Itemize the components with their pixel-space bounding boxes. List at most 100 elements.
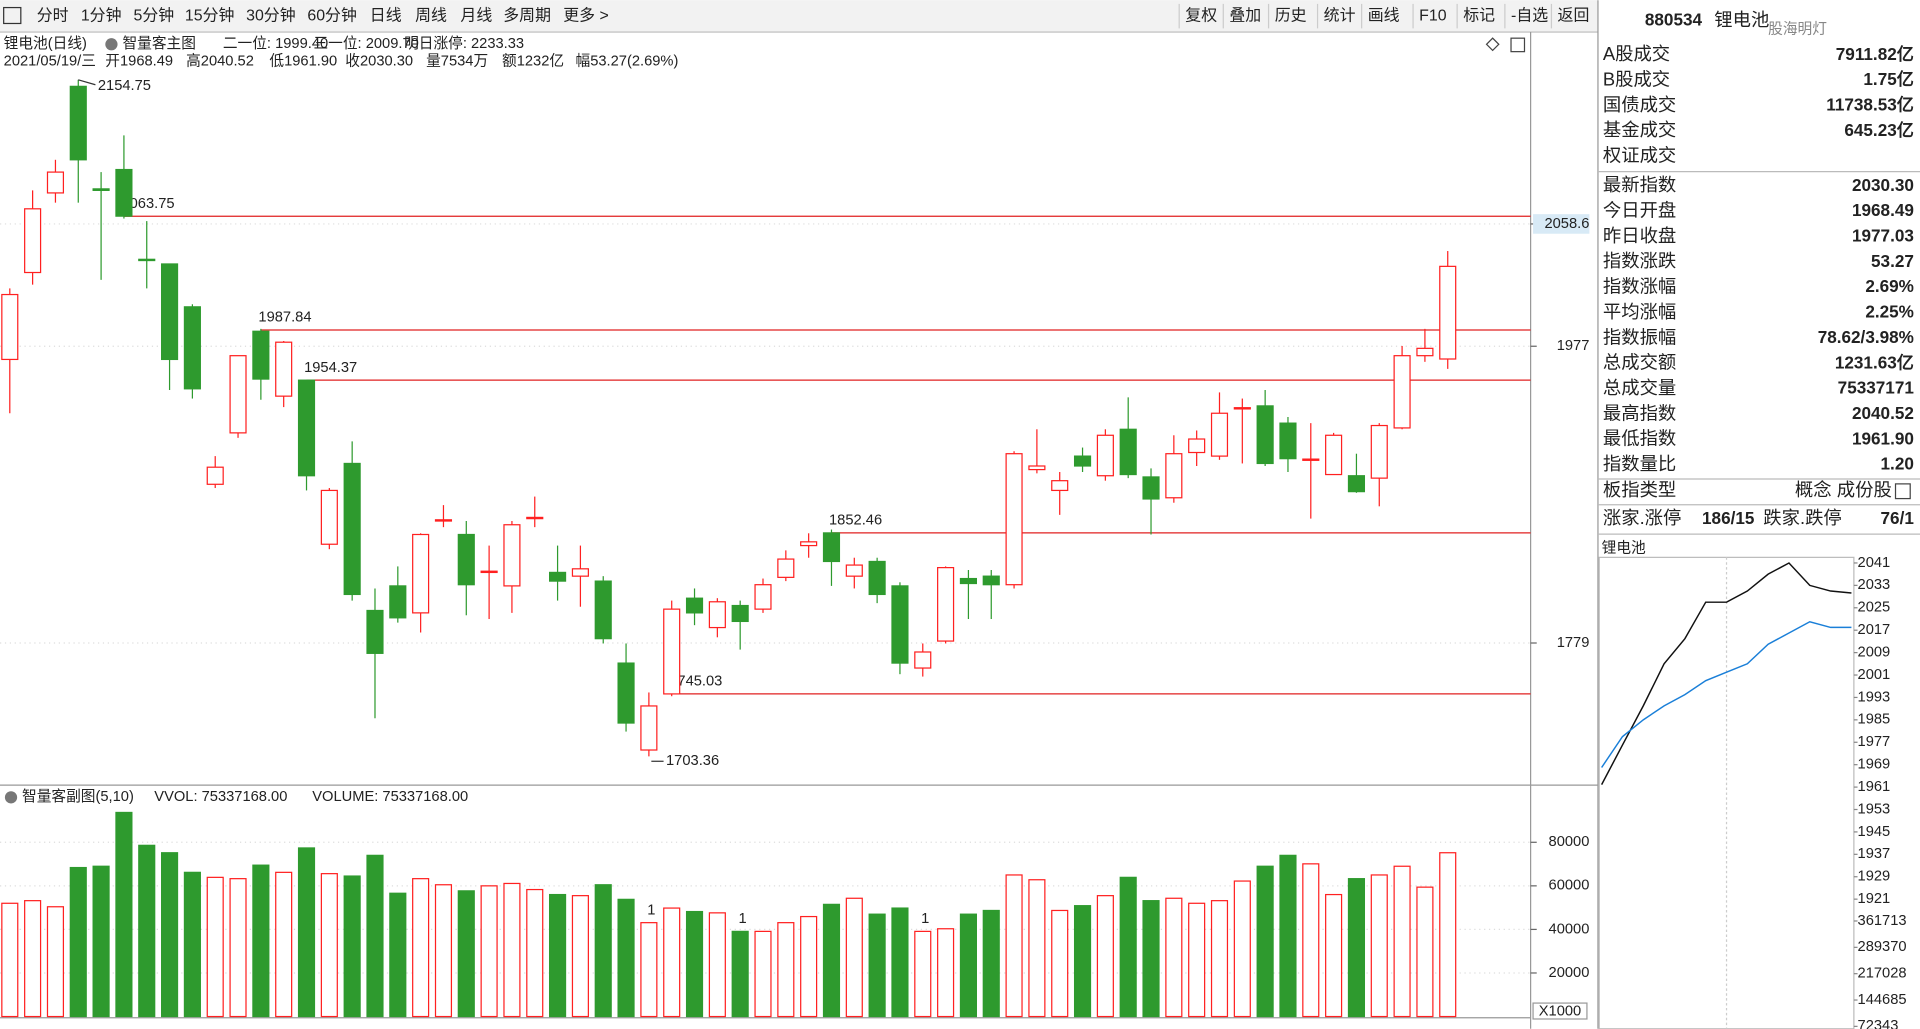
tool-button[interactable]: 统计	[1324, 6, 1356, 24]
volume-annotation: 1	[647, 902, 655, 918]
tool-button[interactable]: 返回	[1558, 6, 1590, 24]
watermark: 股海明灯	[1768, 20, 1827, 37]
candle-body	[822, 532, 841, 563]
panel-label: 基金成交	[1603, 119, 1676, 140]
y-tick-label: 80000	[1549, 834, 1590, 850]
tool-button[interactable]: -自选	[1511, 6, 1548, 24]
tool-button[interactable]: 标记	[1463, 6, 1495, 24]
indicator-icon[interactable]	[105, 38, 118, 51]
tool-button[interactable]: 历史	[1275, 6, 1307, 24]
period-tab[interactable]: 30分钟	[246, 6, 296, 24]
candle-body	[389, 585, 407, 619]
panel-value: 1.20	[1881, 454, 1914, 474]
volume-bar	[1210, 900, 1229, 1018]
support-label: 2063.75	[121, 196, 174, 212]
mini-tick-label: 1953	[1858, 801, 1891, 817]
candle-body	[480, 570, 498, 574]
volume-bar	[434, 884, 453, 1018]
period-tab[interactable]: 1分钟	[81, 6, 122, 24]
panel-value: 1.75亿	[1863, 69, 1913, 89]
panel-code: 880534	[1645, 10, 1703, 30]
candle-body	[457, 533, 475, 586]
mini-tick-label: 2025	[1858, 600, 1891, 616]
mini-vol-tick-label: 289370	[1858, 939, 1907, 955]
tool-button[interactable]: 复权	[1185, 6, 1217, 24]
volume-bar	[845, 897, 863, 1018]
y-tick-label: 40000	[1549, 921, 1590, 937]
panel-label: 指数涨跌	[1603, 250, 1676, 271]
tool-button[interactable]: F10	[1419, 7, 1447, 24]
mini-line	[1600, 562, 1852, 785]
period-tab[interactable]: 15分钟	[185, 6, 235, 24]
candle-body	[503, 524, 521, 587]
low-label: 1703.36	[666, 753, 719, 769]
volume-bar	[69, 866, 87, 1018]
candle-body	[868, 560, 886, 596]
tool-button[interactable]: 画线	[1368, 6, 1400, 24]
mini-tick-label: 1977	[1858, 734, 1891, 750]
period-tab[interactable]: 60分钟	[307, 6, 357, 24]
candle-body	[412, 533, 430, 614]
period-tab[interactable]: 分时	[37, 6, 69, 24]
support-label: 1987.84	[258, 310, 311, 326]
panel-value: 2.25%	[1865, 302, 1914, 322]
window-icon[interactable]	[1510, 37, 1526, 53]
panel-label: 国债成交	[1603, 94, 1676, 115]
level-label: 明日涨停: 2233.33	[404, 35, 524, 52]
mini-tick-label: 1929	[1858, 869, 1891, 885]
period-tab[interactable]: 更多 >	[563, 6, 609, 24]
volume-bar	[1233, 880, 1251, 1018]
volume-bar	[731, 930, 749, 1018]
volume-bar	[1188, 902, 1206, 1018]
candle-body	[1142, 476, 1160, 500]
ohlc-label: 额1232亿	[502, 52, 564, 69]
candle-body	[366, 609, 384, 654]
candle-body	[914, 651, 932, 669]
expand-icon[interactable]	[1894, 483, 1911, 500]
ohlc-label: 开1968.49	[105, 53, 173, 69]
sub-indicator-icon[interactable]	[4, 791, 18, 804]
period-tab[interactable]: 5分钟	[133, 6, 174, 24]
candle-body	[1165, 453, 1183, 499]
volume-bar	[891, 907, 909, 1018]
candle-body	[937, 567, 955, 642]
volume-bar	[252, 864, 270, 1018]
panel-label: 权证成交	[1603, 145, 1676, 166]
diamond-icon[interactable]	[1485, 37, 1500, 52]
menu-icon[interactable]	[3, 6, 22, 25]
candle-body	[891, 585, 909, 664]
panel-label: B股成交	[1603, 69, 1670, 90]
volume-bar	[708, 912, 726, 1018]
panel-label: 最高指数	[1603, 402, 1676, 423]
candle-body	[1188, 438, 1206, 454]
volume-bar	[412, 878, 430, 1018]
volume-bar	[1, 902, 19, 1018]
panel-label: 指数量比	[1603, 453, 1676, 474]
volume-bar	[389, 892, 407, 1018]
period-tab[interactable]: 月线	[460, 6, 492, 24]
volume-bar	[617, 898, 635, 1018]
panel-label: 今日开盘	[1603, 200, 1676, 221]
tool-button[interactable]: 叠加	[1229, 6, 1261, 24]
candle-body	[206, 466, 224, 485]
period-tab[interactable]: 多周期	[503, 6, 551, 24]
volume-bar	[526, 888, 544, 1018]
mini-tick-label: 1945	[1858, 824, 1891, 840]
breadth: 186/15	[1702, 508, 1755, 528]
mini-tick-label: 2009	[1858, 644, 1891, 660]
volume-bar	[1165, 897, 1183, 1018]
candle-body	[229, 355, 247, 434]
ohlc-label: 量7534万	[426, 53, 488, 69]
panel-value: 2.69%	[1865, 276, 1914, 296]
candle-body	[1, 293, 19, 361]
breadth: 跌家.跌停	[1763, 507, 1842, 528]
candle-body	[708, 601, 726, 629]
period-tab[interactable]: 日线	[370, 6, 402, 24]
panel-label: 平均涨幅	[1603, 301, 1676, 322]
mini-tick-label: 1985	[1858, 712, 1891, 728]
mini-tick-label: 1969	[1858, 757, 1891, 773]
period-tab[interactable]: 周线	[415, 6, 447, 24]
high-label: 2154.75	[98, 78, 151, 94]
mini-tick-label: 1937	[1858, 846, 1891, 862]
volume-bar	[275, 871, 293, 1018]
